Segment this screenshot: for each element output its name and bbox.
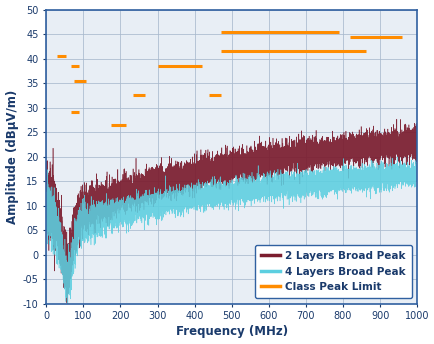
Legend: 2 Layers Broad Peak, 4 Layers Broad Peak, Class Peak Limit: 2 Layers Broad Peak, 4 Layers Broad Peak… [254, 245, 411, 299]
Y-axis label: Amplitude (dBµV/m): Amplitude (dBµV/m) [6, 89, 19, 224]
X-axis label: Frequency (MHz): Frequency (MHz) [175, 325, 287, 338]
